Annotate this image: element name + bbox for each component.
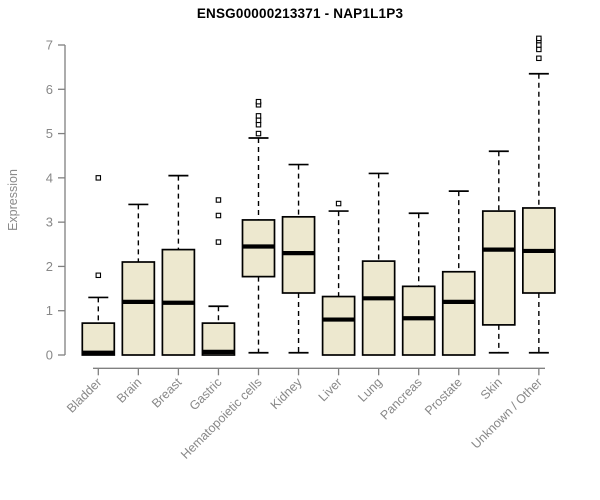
x-tick-label: Pancreas [378, 375, 425, 422]
x-tick-label: Unknown / Other [469, 375, 545, 451]
outlier-point [255, 98, 262, 105]
outlier-point [536, 55, 542, 62]
outlier-point [215, 212, 222, 219]
y-tick-label: 1 [46, 303, 53, 318]
chart-title: ENSG00000213371 - NAP1L1P3 [196, 6, 404, 21]
outlier-point [255, 130, 262, 137]
outlier-point [255, 117, 262, 124]
y-tick-label: 6 [46, 82, 53, 97]
outlier-point [255, 113, 262, 119]
outlier-point [536, 35, 542, 42]
x-tick-label: Lung [355, 375, 385, 405]
box [81, 322, 116, 356]
outlier-point [335, 200, 342, 207]
outlier-point [215, 197, 222, 203]
outlier-point [536, 46, 542, 53]
box [441, 270, 476, 356]
x-tick-label: Bladder [64, 375, 104, 415]
outlier-point [215, 239, 222, 245]
box [401, 285, 436, 356]
x-tick-label: Kidney [268, 375, 305, 412]
box [321, 295, 356, 356]
outlier-point [255, 121, 262, 128]
x-tick-label: Brain [114, 375, 145, 406]
box [361, 260, 396, 356]
y-tick-label: 7 [46, 38, 53, 53]
box [201, 322, 236, 356]
x-tick-label: Skin [478, 375, 505, 402]
x-tick-label: Breast [149, 375, 185, 411]
y-tick-label: 2 [46, 259, 53, 274]
y-tick-label: 4 [46, 170, 53, 185]
box [121, 261, 156, 356]
outlier-point [536, 42, 542, 48]
x-tick-label: Liver [316, 375, 345, 404]
box [481, 210, 516, 326]
y-tick-label: 3 [46, 215, 53, 230]
x-tick-label: Prostate [422, 375, 465, 418]
y-tick-label: 0 [46, 348, 53, 363]
outlier-point [95, 175, 102, 181]
x-tick-label: Gastric [187, 375, 225, 413]
outlier-point [95, 272, 102, 279]
y-tick-label: 5 [46, 126, 53, 141]
